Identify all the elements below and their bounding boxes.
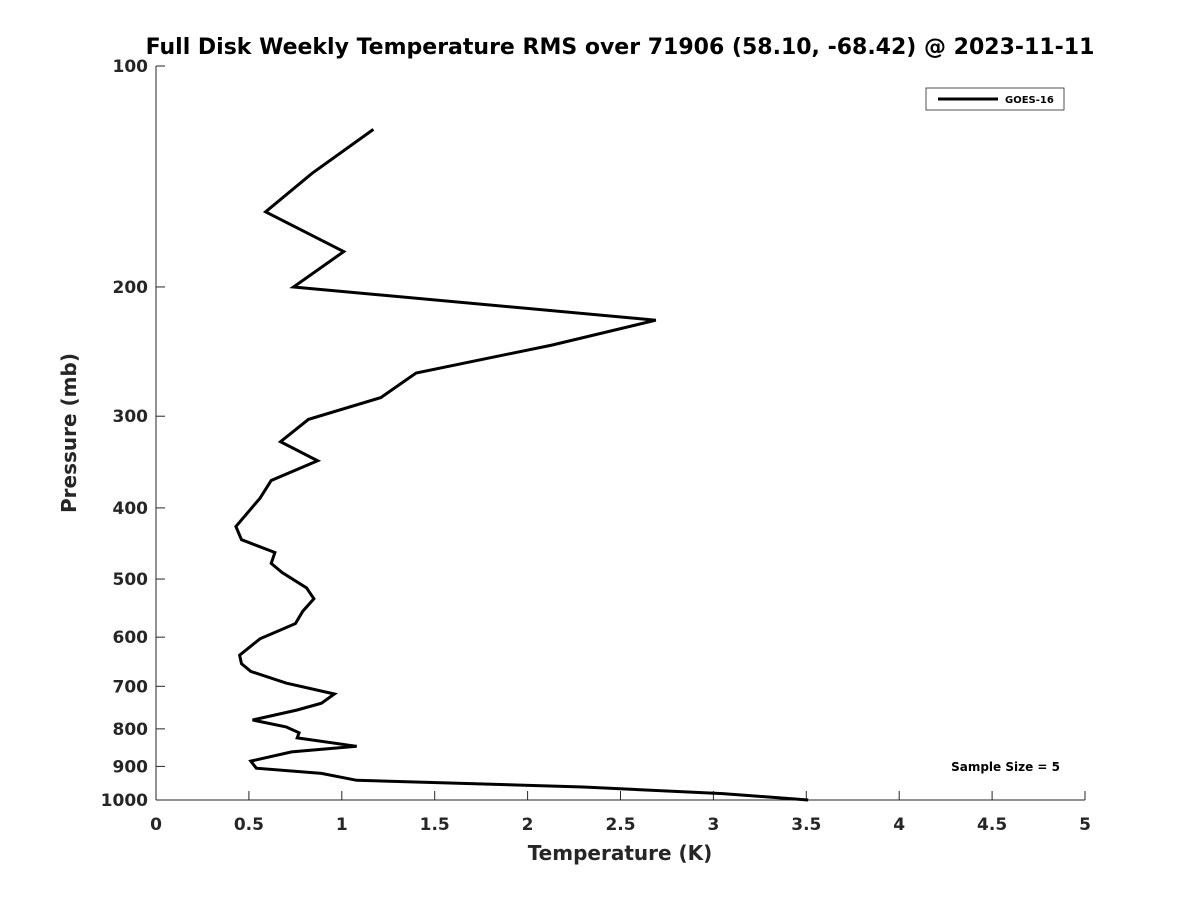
y-tick-label: 700 bbox=[113, 677, 149, 697]
y-tick-label: 200 bbox=[113, 278, 149, 298]
x-tick-label: 1 bbox=[336, 815, 348, 835]
y-tick-label: 100 bbox=[113, 57, 149, 77]
x-tick-label: 4.5 bbox=[977, 815, 1007, 835]
x-axis-ticks: 0 0.5 1 1.5 2 2.5 3 3.5 4 4.5 5 bbox=[150, 791, 1091, 835]
x-tick-label: 1.5 bbox=[420, 815, 450, 835]
chart-title: Full Disk Weekly Temperature RMS over 71… bbox=[146, 35, 1095, 60]
x-axis-label: Temperature (K) bbox=[528, 841, 713, 865]
x-tick-label: 0 bbox=[150, 815, 162, 835]
x-tick-label: 3 bbox=[707, 815, 719, 835]
legend-label-goes-16: GOES-16 bbox=[1005, 95, 1054, 106]
y-tick-label: 500 bbox=[113, 570, 149, 590]
y-axis-label: Pressure (mb) bbox=[57, 353, 81, 513]
x-tick-label: 5 bbox=[1079, 815, 1091, 835]
y-tick-label: 900 bbox=[113, 757, 149, 777]
x-tick-label: 0.5 bbox=[234, 815, 264, 835]
sample-size-annotation: Sample Size = 5 bbox=[951, 760, 1060, 774]
y-tick-label: 1000 bbox=[101, 791, 148, 811]
series-line-goes-16 bbox=[234, 128, 809, 802]
series-group bbox=[234, 128, 809, 802]
x-tick-label: 2 bbox=[522, 815, 534, 835]
x-tick-label: 2.5 bbox=[605, 815, 635, 835]
y-tick-label: 300 bbox=[113, 407, 149, 427]
y-tick-label: 800 bbox=[113, 720, 149, 740]
legend: GOES-16 bbox=[925, 87, 1065, 111]
x-tick-label: 3.5 bbox=[791, 815, 821, 835]
y-tick-label: 400 bbox=[113, 499, 149, 519]
y-axis-ticks: 100 200 300 400 500 600 700 800 900 1000 bbox=[101, 57, 165, 811]
x-tick-label: 4 bbox=[893, 815, 905, 835]
y-tick-label: 600 bbox=[113, 628, 149, 648]
